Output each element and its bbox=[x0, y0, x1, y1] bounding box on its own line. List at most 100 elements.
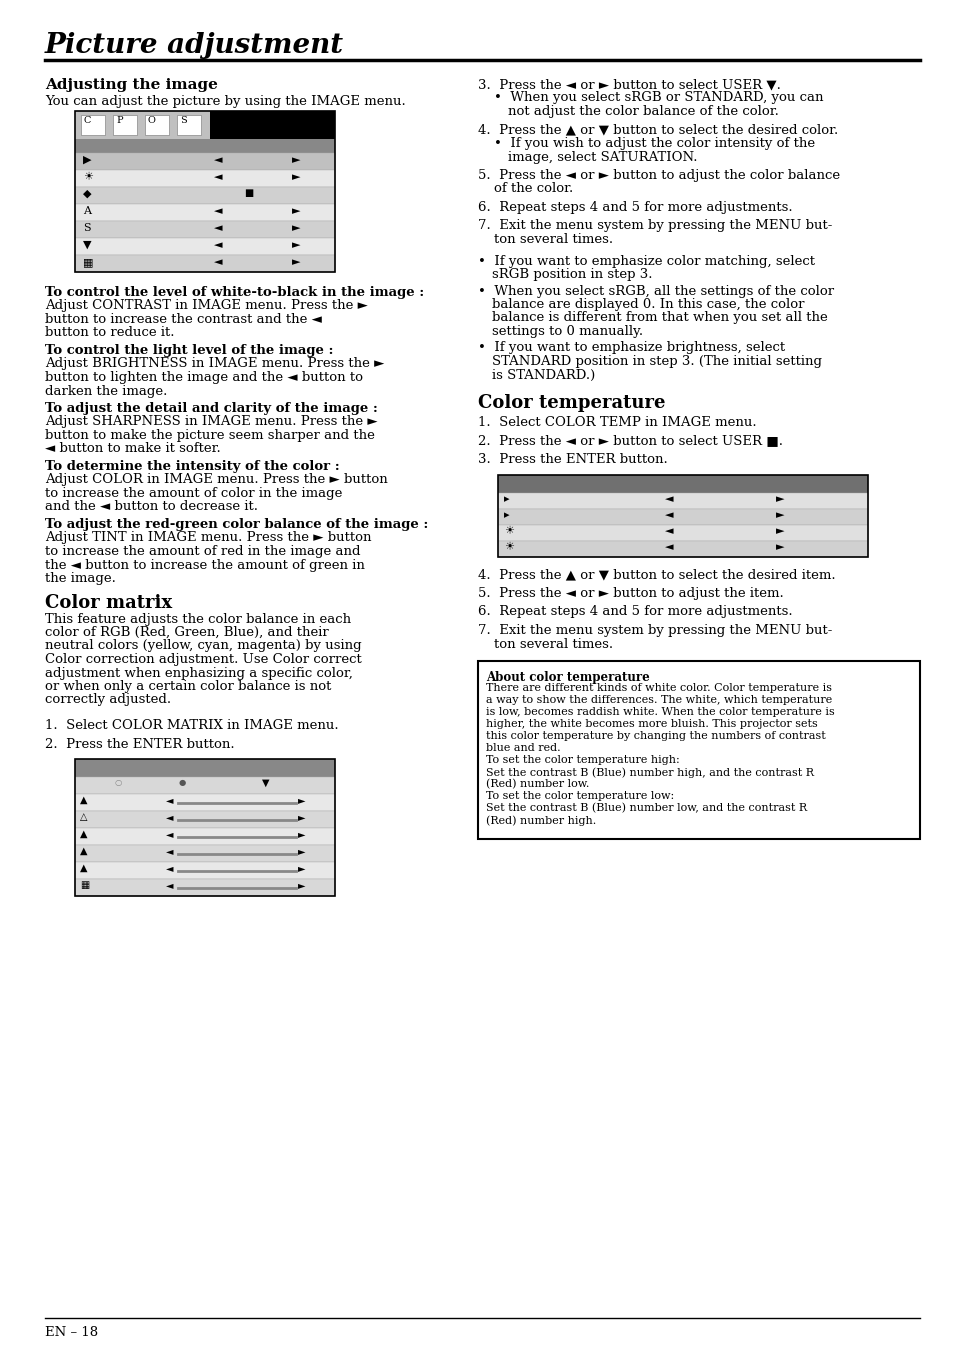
Text: To adjust the detail and clarity of the image :: To adjust the detail and clarity of the … bbox=[45, 403, 377, 415]
Text: To set the color temperature high:: To set the color temperature high: bbox=[485, 755, 679, 765]
Text: ◄: ◄ bbox=[166, 796, 173, 805]
Text: ●: ● bbox=[179, 780, 186, 788]
Text: •  If you wish to adjust the color intensity of the: • If you wish to adjust the color intens… bbox=[494, 136, 814, 150]
Text: ◄: ◄ bbox=[213, 172, 222, 182]
Text: Adjust SHARPNESS in IMAGE menu. Press the ►: Adjust SHARPNESS in IMAGE menu. Press th… bbox=[45, 416, 377, 428]
Text: is low, becomes raddish white. When the color temperature is: is low, becomes raddish white. When the … bbox=[485, 707, 834, 717]
Text: ▲: ▲ bbox=[80, 830, 88, 839]
Bar bbox=[75, 759, 335, 777]
Bar bbox=[497, 474, 867, 493]
Text: This feature adjusts the color balance in each: This feature adjusts the color balance i… bbox=[45, 612, 351, 626]
Bar bbox=[81, 115, 105, 135]
Bar bbox=[497, 493, 867, 508]
Text: ☀: ☀ bbox=[83, 172, 92, 182]
Text: S: S bbox=[83, 223, 91, 232]
Text: ►: ► bbox=[775, 543, 783, 553]
Text: ►: ► bbox=[775, 511, 783, 520]
Bar bbox=[75, 111, 210, 139]
Text: higher, the white becomes more bluish. This projector sets: higher, the white becomes more bluish. T… bbox=[485, 719, 817, 730]
Text: P: P bbox=[116, 116, 123, 126]
Bar bbox=[75, 759, 335, 896]
Text: ■: ■ bbox=[244, 189, 253, 199]
Text: ◄: ◄ bbox=[213, 155, 222, 165]
Bar bbox=[477, 661, 919, 839]
Bar bbox=[177, 115, 201, 135]
Text: sRGB position in step 3.: sRGB position in step 3. bbox=[492, 267, 652, 281]
Text: to increase the amount of red in the image and: to increase the amount of red in the ima… bbox=[45, 544, 360, 558]
Text: ◄: ◄ bbox=[664, 511, 672, 520]
Text: ◄: ◄ bbox=[166, 881, 173, 890]
Bar bbox=[75, 794, 335, 811]
Text: ►: ► bbox=[292, 240, 300, 250]
Text: To adjust the red-green color balance of the image :: To adjust the red-green color balance of… bbox=[45, 517, 428, 531]
Text: ►: ► bbox=[297, 830, 305, 839]
Text: ☀: ☀ bbox=[503, 543, 514, 553]
Text: ►: ► bbox=[292, 155, 300, 165]
Text: ◄ button to make it softer.: ◄ button to make it softer. bbox=[45, 443, 220, 455]
Text: ►: ► bbox=[775, 494, 783, 504]
Text: ►: ► bbox=[297, 881, 305, 890]
Text: button to increase the contrast and the ◄: button to increase the contrast and the … bbox=[45, 313, 321, 326]
Text: There are different kinds of white color. Color temperature is: There are different kinds of white color… bbox=[485, 684, 831, 693]
Bar bbox=[75, 811, 335, 828]
Text: ►: ► bbox=[775, 527, 783, 536]
Text: C: C bbox=[84, 116, 91, 126]
Text: △: △ bbox=[80, 813, 88, 821]
Text: correctly adjusted.: correctly adjusted. bbox=[45, 693, 171, 707]
Text: ►: ► bbox=[297, 847, 305, 857]
Text: ▲: ▲ bbox=[80, 796, 88, 805]
Text: settings to 0 manually.: settings to 0 manually. bbox=[492, 326, 642, 338]
Text: Adjust COLOR in IMAGE menu. Press the ► button: Adjust COLOR in IMAGE menu. Press the ► … bbox=[45, 473, 387, 486]
Text: (Red) number high.: (Red) number high. bbox=[485, 815, 596, 825]
Bar bbox=[75, 880, 335, 896]
Text: color of RGB (Red, Green, Blue), and their: color of RGB (Red, Green, Blue), and the… bbox=[45, 626, 329, 639]
Text: ▼: ▼ bbox=[262, 780, 270, 788]
Text: ▲: ▲ bbox=[80, 865, 88, 873]
Text: is STANDARD.): is STANDARD.) bbox=[492, 369, 595, 381]
Text: ◄: ◄ bbox=[664, 543, 672, 553]
Text: ◄: ◄ bbox=[166, 830, 173, 839]
Text: •  When you select sRGB, all the settings of the color: • When you select sRGB, all the settings… bbox=[477, 285, 833, 297]
Text: Color matrix: Color matrix bbox=[45, 593, 172, 612]
Text: You can adjust the picture by using the IMAGE menu.: You can adjust the picture by using the … bbox=[45, 95, 405, 108]
Text: ►: ► bbox=[297, 865, 305, 873]
Text: Adjust TINT in IMAGE menu. Press the ► button: Adjust TINT in IMAGE menu. Press the ► b… bbox=[45, 531, 371, 544]
Text: About color temperature: About color temperature bbox=[485, 671, 649, 684]
Text: •  If you want to emphasize brightness, select: • If you want to emphasize brightness, s… bbox=[477, 342, 784, 354]
Text: ◄: ◄ bbox=[213, 205, 222, 216]
Text: (Red) number low.: (Red) number low. bbox=[485, 780, 589, 789]
Text: ☀: ☀ bbox=[503, 527, 514, 536]
Text: To control the level of white-to-black in the image :: To control the level of white-to-black i… bbox=[45, 286, 424, 299]
Text: ▶: ▶ bbox=[83, 155, 91, 165]
Text: of the color.: of the color. bbox=[494, 182, 573, 196]
Text: to increase the amount of color in the image: to increase the amount of color in the i… bbox=[45, 486, 342, 500]
Text: Adjusting the image: Adjusting the image bbox=[45, 78, 217, 92]
Text: ▼: ▼ bbox=[83, 240, 91, 250]
Text: ◆: ◆ bbox=[83, 189, 91, 199]
Text: ◄: ◄ bbox=[166, 865, 173, 873]
Bar bbox=[75, 862, 335, 880]
Text: O: O bbox=[148, 116, 155, 126]
Bar bbox=[75, 111, 335, 272]
Text: ▲: ▲ bbox=[80, 847, 88, 857]
Text: 6.  Repeat steps 4 and 5 for more adjustments.: 6. Repeat steps 4 and 5 for more adjustm… bbox=[477, 201, 792, 213]
Text: ►: ► bbox=[292, 257, 300, 267]
Text: button to reduce it.: button to reduce it. bbox=[45, 327, 174, 339]
Text: 1.  Select COLOR TEMP in IMAGE menu.: 1. Select COLOR TEMP in IMAGE menu. bbox=[477, 416, 756, 430]
Text: this color temperature by changing the numbers of contrast: this color temperature by changing the n… bbox=[485, 731, 825, 740]
Text: and the ◄ button to decrease it.: and the ◄ button to decrease it. bbox=[45, 500, 257, 513]
Text: ton several times.: ton several times. bbox=[494, 232, 613, 246]
Bar bbox=[145, 115, 169, 135]
Bar bbox=[75, 204, 335, 222]
Text: ▸: ▸ bbox=[503, 494, 509, 504]
Bar bbox=[497, 474, 867, 557]
Text: ▸: ▸ bbox=[503, 511, 509, 520]
Bar bbox=[75, 186, 335, 204]
Text: button to make the picture seem sharper and the: button to make the picture seem sharper … bbox=[45, 430, 375, 442]
Text: ◄: ◄ bbox=[664, 494, 672, 504]
Bar bbox=[497, 540, 867, 557]
Bar bbox=[75, 777, 335, 794]
Text: Set the contrast B (Blue) number low, and the contrast R: Set the contrast B (Blue) number low, an… bbox=[485, 802, 806, 813]
Text: blue and red.: blue and red. bbox=[485, 743, 560, 753]
Text: ○: ○ bbox=[115, 780, 122, 788]
